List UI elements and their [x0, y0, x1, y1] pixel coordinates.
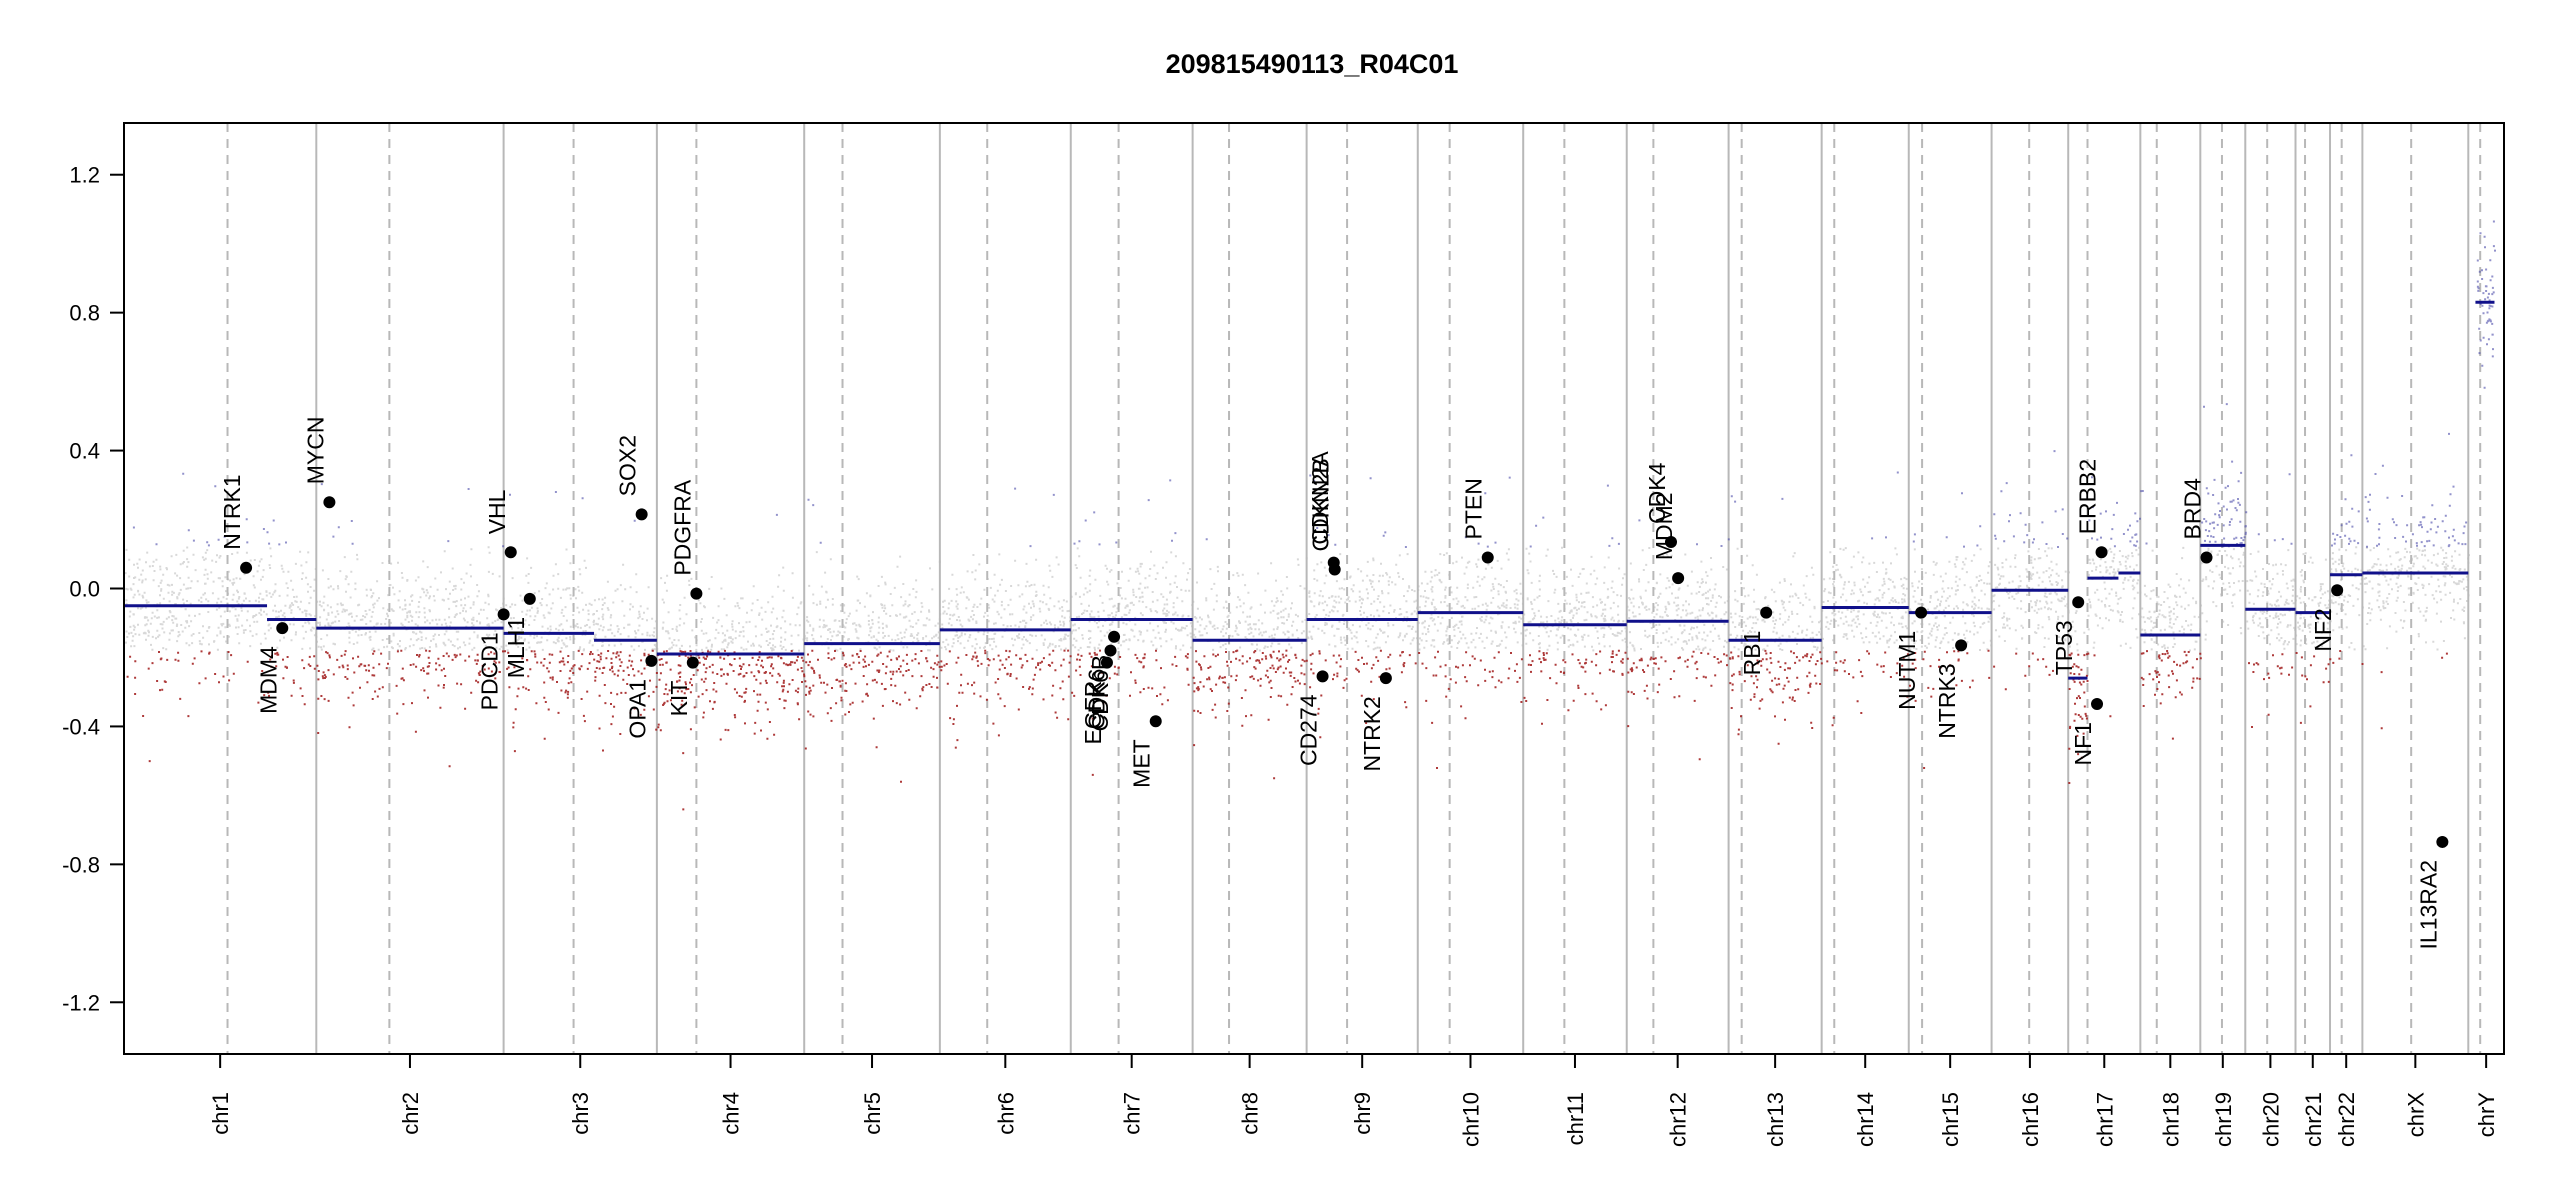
gene-label: KIT — [666, 681, 692, 717]
gene-label: CDK6 — [1084, 669, 1110, 730]
gene-label: NTRK2 — [1359, 696, 1385, 771]
gene-label: CDKN2A — [1307, 451, 1333, 545]
gene-label: SOX2 — [615, 435, 641, 496]
chromosome-label: chr13 — [1763, 1092, 1788, 1147]
gene-label: MLH1 — [503, 617, 529, 678]
chromosome-label: chr11 — [1563, 1092, 1588, 1145]
gene-point — [1149, 715, 1162, 728]
y-tick-label: -1.2 — [62, 990, 100, 1015]
chromosome-label: chrX — [2403, 1092, 2428, 1138]
chromosome-label: chr6 — [993, 1092, 1018, 1135]
y-axis: 1.2 0.8 0.4 0.0 -0.4 -0.8 -1.2 — [62, 163, 124, 1015]
chromosome-label: chr2 — [398, 1092, 423, 1135]
chromosome-label: chr8 — [1238, 1092, 1263, 1135]
gene-point — [276, 622, 289, 635]
gene-label: NF2 — [2310, 608, 2336, 651]
gene-label: RB1 — [1739, 631, 1765, 676]
y-tick-label: -0.8 — [62, 852, 100, 877]
gene-point — [686, 656, 699, 669]
gene-label: OPA1 — [624, 679, 650, 739]
gene-label: PTEN — [1461, 478, 1487, 539]
gene-point — [2200, 551, 2213, 564]
gene-label: CD274 — [1296, 694, 1322, 766]
gene-label: MET — [1129, 739, 1155, 788]
chromosome-label: chr3 — [568, 1092, 593, 1135]
chromosome-label: chr21 — [2301, 1092, 2326, 1147]
gene-point — [1379, 672, 1392, 685]
chromosome-label: chr10 — [1458, 1092, 1483, 1147]
gene-label: MYCN — [302, 417, 328, 485]
gene-point — [1672, 572, 1685, 585]
chromosome-label: chr17 — [2092, 1092, 2117, 1147]
chromosome-label: chr18 — [2158, 1092, 2183, 1147]
gene-point — [1316, 670, 1329, 683]
chromosome-label: chr4 — [719, 1092, 744, 1135]
gene-label: NTRK3 — [1934, 663, 1960, 738]
chromosome-label: chr1 — [208, 1092, 233, 1135]
chromosome-label: chr22 — [2334, 1092, 2359, 1147]
gene-point — [2072, 596, 2085, 609]
loss-probe-points — [126, 649, 2448, 811]
y-tick-label: 0.0 — [69, 577, 100, 602]
gain-probe-points — [132, 220, 2496, 548]
gene-label: MDM2 — [1651, 492, 1677, 560]
gene-label: PDCD1 — [477, 632, 503, 710]
gene-point — [1955, 639, 1968, 652]
gene-point — [2091, 698, 2104, 711]
y-tick-label: 0.8 — [69, 301, 100, 326]
chromosome-label: chr7 — [1120, 1092, 1145, 1135]
gene-point — [1104, 644, 1117, 657]
chromosome-label: chr15 — [1938, 1092, 1963, 1147]
gene-label: MDM4 — [255, 646, 281, 714]
gene-label: CDKN2B — [1308, 458, 1334, 551]
gene-label: ERBB2 — [2075, 459, 2101, 534]
probe-points — [124, 220, 2496, 811]
gene-label: NTRK1 — [219, 474, 245, 549]
y-tick-label: 0.4 — [69, 439, 100, 464]
chromosome-label: chr16 — [2018, 1092, 2043, 1147]
gene-label: TP53 — [2051, 620, 2077, 675]
gene-point — [645, 654, 658, 667]
gene-point — [1915, 606, 1928, 619]
gene-point — [635, 508, 648, 521]
gene-label: BRD4 — [2180, 478, 2206, 540]
gene-label: CDK6B — [1087, 655, 1113, 732]
gene-point — [497, 608, 510, 621]
chromosome-label: chr9 — [1350, 1092, 1375, 1135]
gene-point — [1328, 563, 1341, 576]
gene-point — [2436, 835, 2449, 848]
y-tick-label: -0.4 — [62, 714, 100, 739]
x-axis: chr1 chr2 chr3 chr4 chr5 chr6 chr7 chr8 chr9 chr1… — [208, 1054, 2499, 1147]
gene-label: NUTM1 — [1894, 631, 1920, 710]
gene-point — [1108, 630, 1121, 643]
gene-point — [523, 592, 536, 605]
y-tick-label: 1.2 — [69, 163, 100, 188]
gene-point — [1481, 551, 1494, 564]
gene-label: IL13RA2 — [2415, 860, 2441, 950]
gene-point — [240, 561, 253, 574]
gene-label: PDGFRA — [669, 479, 695, 576]
gene-point — [504, 546, 517, 559]
gene-point — [323, 496, 336, 509]
chart-title: 209815490113_R04C01 — [1166, 49, 1459, 79]
gene-point — [690, 587, 703, 600]
chromosome-label: chr19 — [2211, 1092, 2236, 1147]
gene-label: EGFR — [1080, 681, 1106, 745]
gene-point — [2331, 584, 2344, 597]
gene-markers: NTRK1 MDM4 MYCN PDCD1 VHL MLH1 SOX2 OPA1 KIT PDGF… — [219, 417, 2449, 950]
chromosome-label: chr5 — [860, 1092, 885, 1135]
gene-label: VHL — [484, 489, 510, 534]
gene-label: NF1 — [2070, 722, 2096, 765]
plot-frame — [123, 122, 2505, 1055]
gene-point — [1665, 535, 1677, 548]
gene-point — [1100, 656, 1113, 669]
chromosome-label: chr12 — [1666, 1092, 1691, 1147]
chromosome-label: chrY — [2474, 1092, 2499, 1138]
gene-label: CDK4 — [1644, 462, 1670, 524]
gene-point — [2095, 546, 2108, 559]
chromosome-label: chr14 — [1853, 1092, 1878, 1147]
gene-point — [1760, 606, 1773, 619]
chromosome-label: chr20 — [2258, 1092, 2283, 1147]
